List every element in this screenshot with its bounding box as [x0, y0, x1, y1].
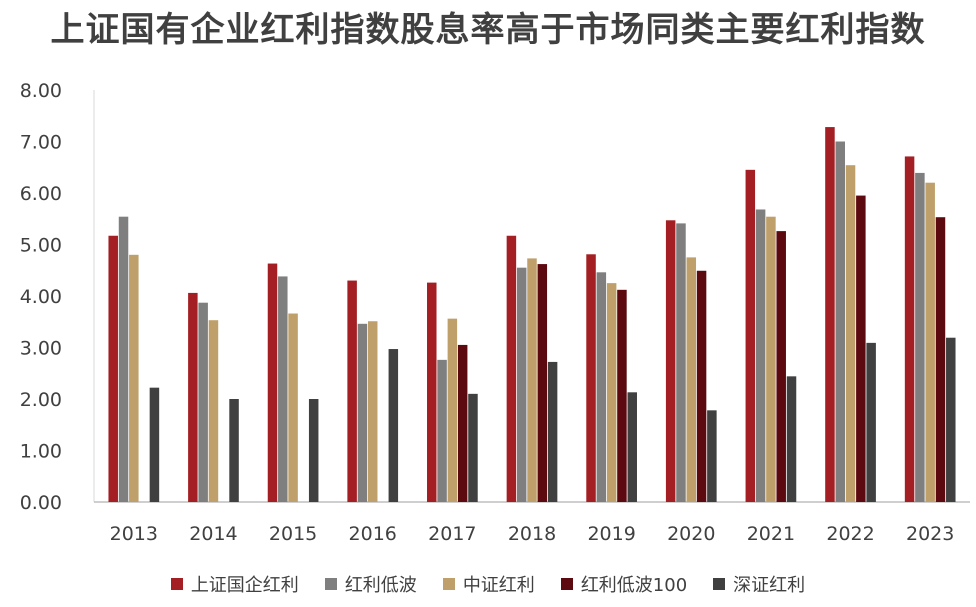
bar	[527, 258, 537, 502]
bar	[786, 376, 797, 502]
bar	[586, 254, 596, 502]
bar	[118, 216, 129, 502]
legend-label: 中证红利	[462, 575, 535, 596]
bar	[506, 235, 517, 502]
bar	[347, 280, 357, 502]
legend-label: 上证国企红利	[190, 575, 299, 596]
bar	[447, 318, 458, 502]
y-tick-label: 3.00	[20, 338, 62, 360]
bar	[627, 392, 637, 502]
bar	[516, 267, 527, 502]
legend-label: 红利低波100	[580, 575, 688, 596]
legend-item: 深证红利	[713, 571, 805, 597]
x-tick-label: 2017	[428, 523, 476, 545]
bar	[676, 223, 686, 502]
bar	[357, 323, 368, 502]
bar	[427, 282, 437, 502]
bar	[835, 141, 845, 502]
bar	[686, 257, 697, 502]
legend-swatch	[324, 578, 337, 590]
legend-item: 中证红利	[442, 571, 535, 597]
bar	[856, 195, 866, 502]
y-tick-label: 7.00	[20, 132, 62, 154]
bar	[229, 399, 239, 502]
bar	[946, 337, 956, 502]
bar	[776, 231, 786, 503]
x-tick-label: 2021	[747, 523, 795, 545]
bar	[208, 320, 219, 502]
bar	[596, 272, 607, 502]
bar	[367, 321, 378, 502]
bar	[707, 410, 717, 502]
bar	[665, 220, 676, 503]
x-tick-label: 2020	[667, 523, 715, 545]
y-tick-label: 5.00	[20, 235, 62, 257]
bar	[606, 283, 617, 502]
bar	[537, 264, 548, 502]
bar	[198, 302, 208, 502]
x-tick-label: 2022	[826, 523, 874, 545]
bar	[468, 393, 478, 502]
x-tick-label: 2018	[508, 523, 556, 545]
bar	[904, 156, 915, 502]
legend-item: 红利低波100	[560, 571, 688, 597]
legend-label: 深证红利	[733, 575, 806, 596]
bar	[267, 263, 278, 502]
y-tick-label: 0.00	[20, 492, 62, 514]
bar	[129, 254, 139, 502]
legend-label: 红利低波	[344, 575, 417, 596]
x-tick-label: 2023	[906, 523, 954, 545]
y-tick-label: 2.00	[20, 389, 62, 411]
bar	[845, 165, 856, 502]
legend-swatch	[560, 578, 573, 590]
x-tick-label: 2013	[110, 523, 158, 545]
bar	[755, 209, 766, 503]
x-tick-label: 2019	[587, 523, 635, 545]
legend-swatch	[713, 578, 726, 590]
bar	[388, 349, 399, 502]
bar	[108, 235, 118, 502]
bar	[437, 359, 447, 502]
legend-item: 上证国企红利	[170, 571, 299, 597]
legend-swatch	[442, 578, 455, 590]
bar	[866, 342, 876, 502]
y-tick-label: 6.00	[20, 183, 62, 205]
bar	[547, 361, 558, 502]
y-tick-label: 8.00	[20, 80, 62, 102]
x-tick-label: 2016	[349, 523, 397, 545]
y-tick-label: 1.00	[20, 441, 62, 463]
bar	[766, 216, 776, 502]
x-tick-label: 2015	[269, 523, 317, 545]
bar	[925, 182, 935, 502]
bar	[278, 276, 288, 502]
x-tick-label: 2014	[189, 523, 237, 545]
y-tick-label: 4.00	[20, 286, 62, 308]
legend-swatch	[170, 578, 183, 590]
legend-item: 红利低波	[324, 571, 417, 597]
bar	[288, 313, 298, 502]
chart-legend: 上证国企红利 红利低波 中证红利 红利低波100 深证红利	[0, 571, 976, 597]
bar	[935, 217, 946, 502]
bar	[915, 172, 925, 503]
bar	[745, 169, 756, 502]
bar	[617, 289, 627, 502]
bar	[696, 270, 707, 502]
bar	[188, 292, 198, 502]
bar	[308, 399, 319, 502]
bar	[825, 127, 835, 502]
bar	[457, 344, 468, 502]
chart-title: 上证国有企业红利指数股息率高于市场同类主要红利指数	[50, 10, 926, 50]
bar	[149, 387, 160, 502]
